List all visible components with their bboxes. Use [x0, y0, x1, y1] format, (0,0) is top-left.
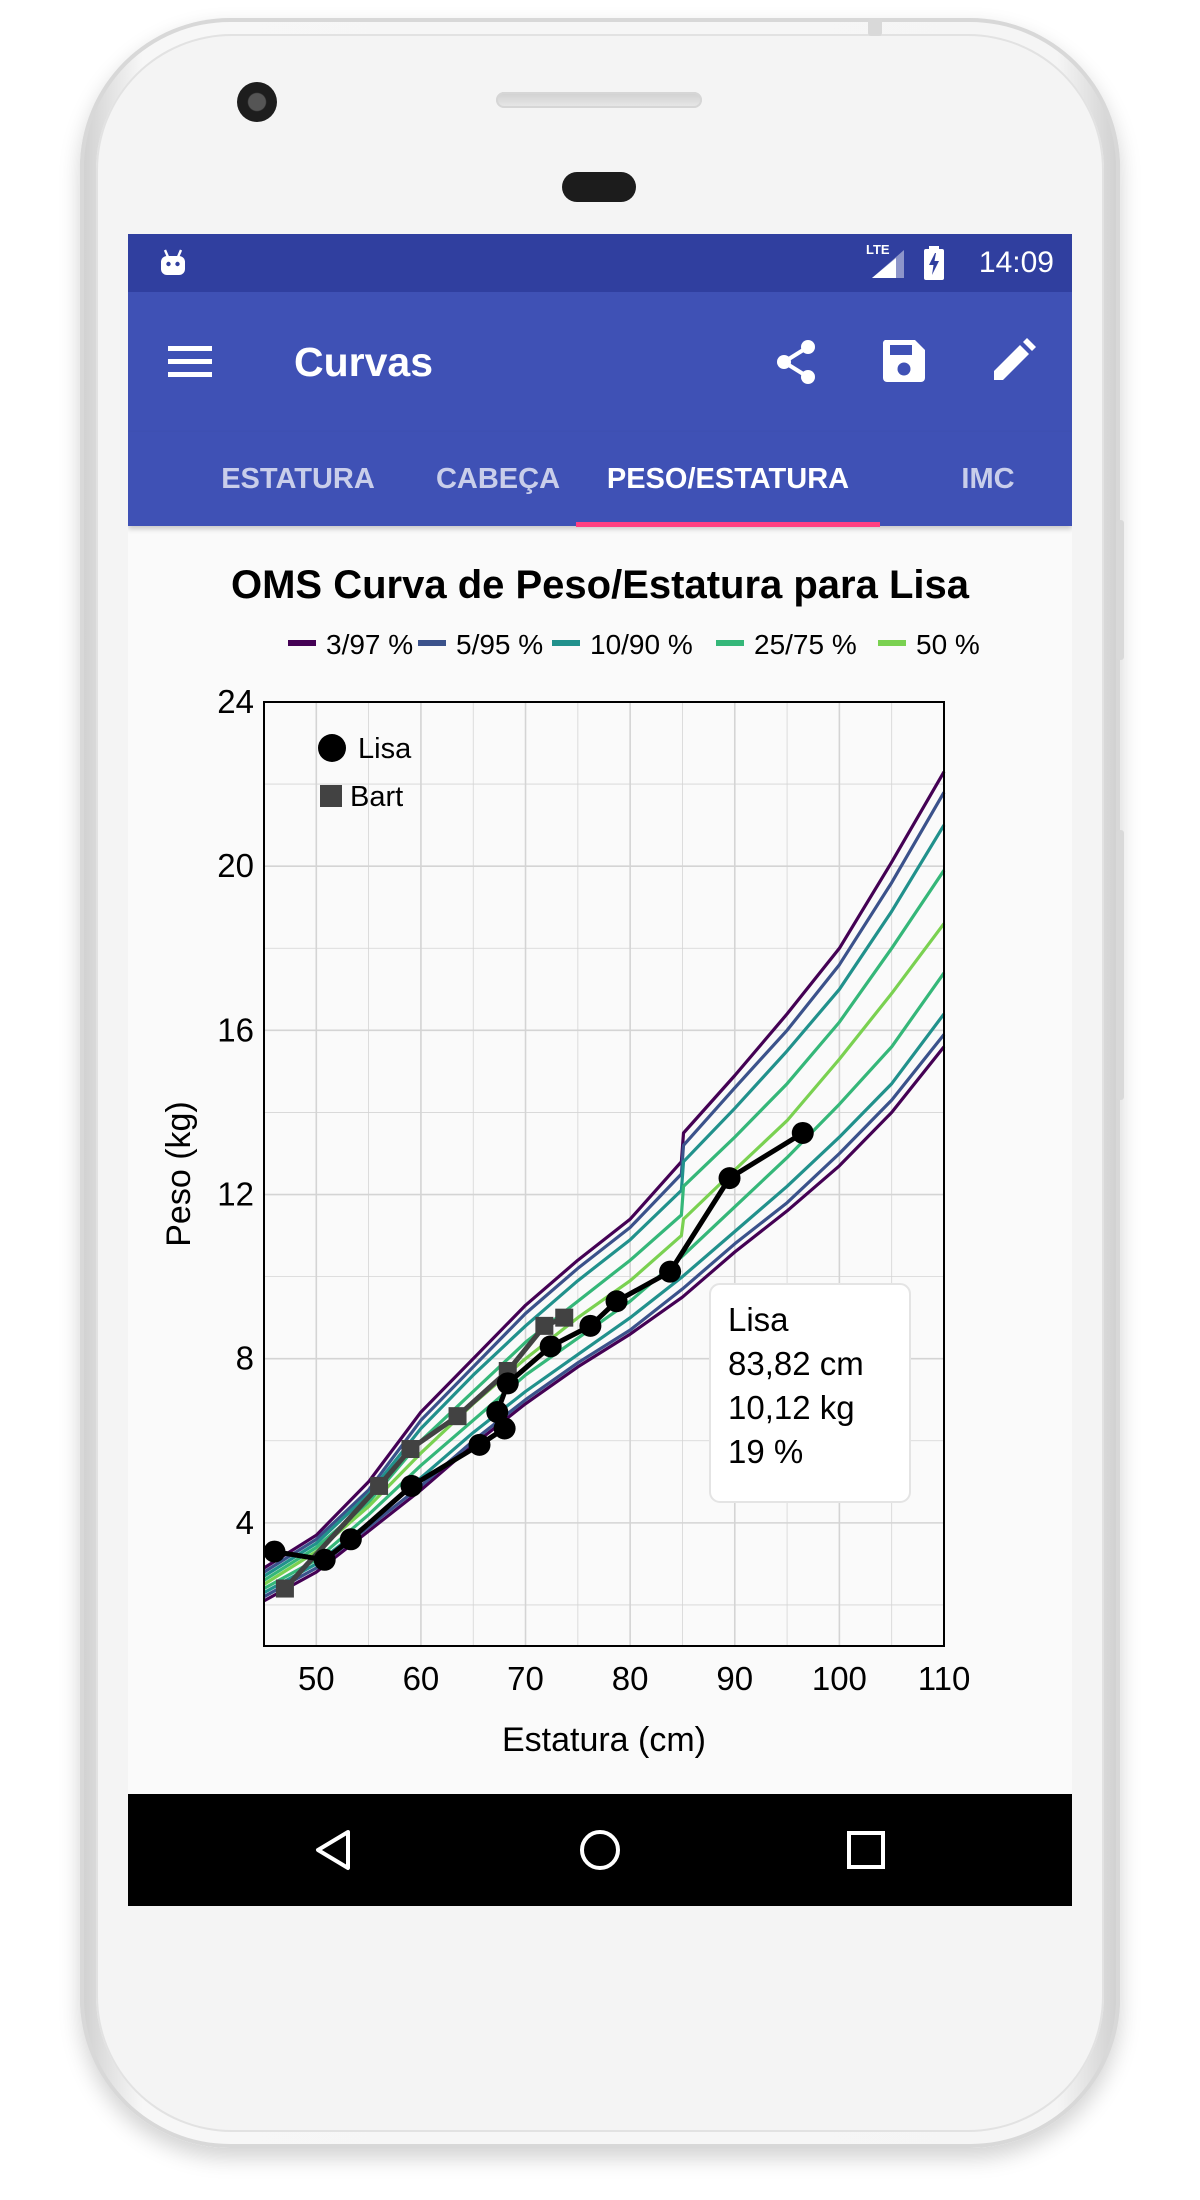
y-tick-label: 24	[217, 683, 254, 720]
screen: LTE 14:09 Curvas ESTATU	[128, 234, 1072, 1906]
plot-frame	[263, 701, 945, 1647]
data-point	[401, 1439, 420, 1458]
data-point	[493, 1417, 516, 1440]
share-icon[interactable]	[772, 338, 820, 386]
x-tick-label: 50	[298, 1660, 335, 1697]
x-tick-label: 70	[507, 1660, 544, 1697]
percentile-curve	[263, 1033, 946, 1599]
data-point	[400, 1474, 423, 1497]
percentile-legend: 3/97 % 5/95 % 10/90 % 25/75 % 50 %	[288, 629, 980, 660]
tab-bar: ESTATURA CABEÇA PESO/ESTATURA IMC	[128, 432, 1072, 526]
tab-indicator	[576, 522, 880, 527]
data-point	[486, 1401, 509, 1424]
data-point	[718, 1167, 741, 1190]
battery-icon	[924, 246, 944, 280]
percentile-curve	[263, 1045, 946, 1603]
y-axis-ticks: 4 8 12 16 20 24	[217, 683, 254, 1541]
tooltip-percentile: 19 %	[728, 1433, 803, 1470]
recents-icon[interactable]	[846, 1830, 886, 1870]
data-point	[539, 1335, 562, 1358]
front-camera	[237, 82, 277, 122]
navigation-bar	[128, 1794, 1072, 1906]
data-point	[263, 1540, 286, 1563]
status-time: 14:09	[978, 246, 1054, 279]
edit-icon[interactable]	[990, 338, 1036, 384]
growth-chart[interactable]: OMS Curva de Peso/Estatura para Lisa 3/9…	[128, 526, 1072, 1794]
series-legend-label: Bart	[350, 781, 403, 813]
data-point	[791, 1121, 814, 1144]
y-tick-label: 16	[217, 1011, 254, 1048]
tab-peso-estatura[interactable]: PESO/ESTATURA	[606, 463, 850, 495]
series-legend-label: Lisa	[358, 733, 412, 765]
data-point	[605, 1290, 628, 1313]
series-legend-marker	[320, 785, 342, 807]
tab-imc[interactable]: IMC	[961, 463, 1015, 495]
data-point	[659, 1260, 682, 1283]
android-icon	[161, 249, 185, 275]
percentile-curves	[263, 770, 946, 1603]
power-button	[1116, 520, 1124, 660]
legend-label: 3/97 %	[326, 629, 413, 660]
chart-title: OMS Curva de Peso/Estatura para Lisa	[231, 563, 970, 607]
data-point	[370, 1476, 389, 1495]
tab-estatura[interactable]: ESTATURA	[221, 463, 375, 495]
signal-icon	[872, 250, 904, 278]
data-point	[275, 1579, 294, 1598]
x-axis-ticks: 50 60 70 80 90 100 110	[298, 1660, 970, 1697]
data-point	[448, 1407, 467, 1426]
app-bar: Curvas	[128, 292, 1072, 432]
percentile-curve	[263, 791, 946, 1574]
legend-label: 50 %	[916, 629, 980, 660]
data-point	[468, 1433, 491, 1456]
legend-label: 10/90 %	[590, 629, 693, 660]
percentile-curve	[263, 770, 946, 1570]
series-legend-marker	[318, 734, 346, 762]
y-tick-label: 4	[236, 1504, 254, 1541]
legend-label: 25/75 %	[754, 629, 857, 660]
home-icon[interactable]	[578, 1828, 622, 1872]
x-axis-label: Estatura (cm)	[502, 1721, 706, 1759]
data-series	[263, 1121, 814, 1598]
network-type: LTE	[866, 242, 890, 257]
x-tick-label: 60	[403, 1660, 440, 1697]
volume-button	[1116, 830, 1124, 1100]
data-point	[535, 1316, 554, 1335]
x-tick-label: 90	[716, 1660, 753, 1697]
tooltip-weight: 10,12 kg	[728, 1389, 855, 1426]
earpiece-speaker	[496, 92, 702, 108]
top-button	[868, 18, 882, 36]
data-point	[496, 1372, 519, 1395]
tab-cabeca[interactable]: CABEÇA	[435, 463, 561, 495]
x-tick-label: 80	[612, 1660, 649, 1697]
chart-area: OMS Curva de Peso/Estatura para Lisa 3/9…	[128, 526, 1072, 1794]
menu-icon[interactable]	[168, 340, 212, 384]
percentile-curve	[263, 824, 946, 1578]
y-tick-label: 20	[217, 847, 254, 884]
proximity-sensor	[562, 172, 636, 202]
y-tick-label: 8	[236, 1340, 254, 1377]
y-tick-label: 12	[217, 1176, 254, 1213]
data-tooltip: Lisa 83,82 cm 10,12 kg 19 %	[709, 1283, 911, 1503]
data-point	[313, 1548, 336, 1571]
percentile-curve	[263, 971, 946, 1590]
x-tick-label: 100	[812, 1660, 867, 1697]
data-point	[579, 1314, 602, 1337]
series-legend: Lisa Bart	[318, 733, 412, 813]
app-title: Curvas	[294, 339, 434, 385]
data-point	[339, 1528, 362, 1551]
tooltip-height: 83,82 cm	[728, 1345, 864, 1382]
tooltip-box	[709, 1283, 911, 1503]
legend-label: 5/95 %	[456, 629, 543, 660]
status-bar: LTE 14:09	[128, 234, 1072, 292]
tooltip-name: Lisa	[728, 1301, 789, 1338]
save-icon[interactable]	[881, 338, 927, 384]
x-tick-label: 110	[918, 1660, 971, 1697]
data-point	[555, 1308, 574, 1327]
y-axis-label: Peso (kg)	[160, 1101, 198, 1247]
back-icon[interactable]	[312, 1828, 356, 1872]
